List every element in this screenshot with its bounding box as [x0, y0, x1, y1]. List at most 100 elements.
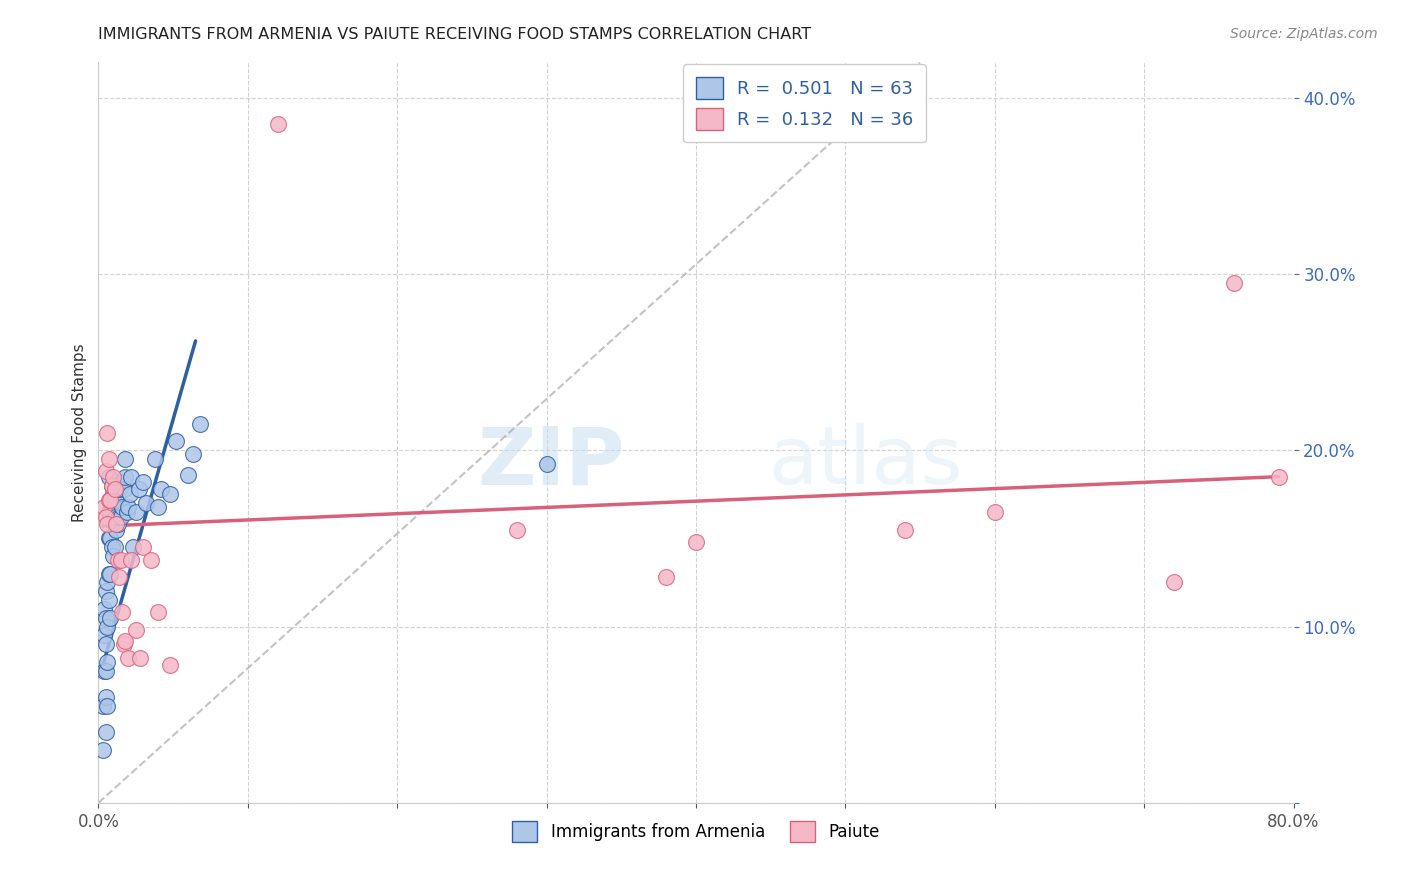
Point [188, 417, 211, 431]
Point [96, 425, 118, 440]
Point [103, 549, 125, 563]
Point [125, 623, 148, 637]
Point [97, 566, 120, 581]
Point [159, 658, 181, 673]
Point [105, 492, 128, 507]
Point [91, 698, 114, 713]
Point [94, 637, 117, 651]
Point [105, 517, 128, 532]
Point [94, 510, 117, 524]
Point [1267, 469, 1289, 483]
Point [97, 505, 120, 519]
Point [107, 487, 129, 501]
Point [143, 452, 166, 467]
Y-axis label: Receiving Food Stamps: Receiving Food Stamps [72, 343, 87, 522]
Point [132, 540, 155, 554]
Point [114, 469, 136, 483]
Point [104, 482, 127, 496]
Point [894, 523, 917, 537]
Point [125, 505, 148, 519]
Point [1223, 276, 1246, 290]
Point [103, 487, 125, 501]
Point [101, 478, 124, 492]
Point [101, 478, 124, 492]
Point [110, 510, 132, 524]
Point [98, 566, 122, 581]
Point [108, 510, 131, 524]
Legend: Immigrants from Armenia, Paiute: Immigrants from Armenia, Paiute [503, 813, 889, 850]
Point [94, 610, 117, 624]
Point [267, 117, 290, 131]
Point [135, 496, 157, 510]
Point [107, 517, 129, 532]
Point [91, 743, 114, 757]
Point [93, 664, 115, 678]
Point [111, 475, 134, 489]
Point [97, 593, 120, 607]
Point [181, 447, 204, 461]
Point [97, 469, 120, 483]
Point [1163, 575, 1185, 590]
Point [108, 482, 131, 496]
Point [94, 725, 117, 739]
Point [114, 452, 136, 467]
Point [96, 698, 118, 713]
Point [94, 664, 117, 678]
Point [104, 482, 127, 496]
Point [104, 540, 127, 554]
Text: IMMIGRANTS FROM ARMENIA VS PAIUTE RECEIVING FOOD STAMPS CORRELATION CHART: IMMIGRANTS FROM ARMENIA VS PAIUTE RECEIV… [98, 27, 811, 42]
Point [148, 500, 170, 514]
Point [108, 570, 131, 584]
Point [101, 514, 124, 528]
Point [98, 532, 122, 546]
Point [111, 606, 134, 620]
Point [97, 532, 120, 546]
Point [114, 633, 136, 648]
Point [165, 434, 187, 449]
Point [98, 492, 122, 507]
Point [97, 492, 120, 507]
Point [120, 552, 142, 566]
Point [111, 500, 134, 514]
Point [129, 651, 152, 665]
Point [984, 505, 1007, 519]
Point [94, 464, 117, 478]
Point [115, 505, 138, 519]
Point [117, 651, 139, 665]
Point [536, 458, 558, 472]
Point [104, 510, 127, 524]
Point [93, 628, 115, 642]
Point [121, 540, 143, 554]
Point [139, 552, 162, 566]
Text: Source: ZipAtlas.com: Source: ZipAtlas.com [1230, 27, 1378, 41]
Point [94, 584, 117, 599]
Point [685, 535, 707, 549]
Point [97, 452, 120, 467]
Point [110, 552, 132, 566]
Point [148, 606, 170, 620]
Point [120, 469, 142, 483]
Point [103, 514, 125, 528]
Point [98, 610, 122, 624]
Point [506, 523, 529, 537]
Point [132, 475, 155, 489]
Point [93, 602, 115, 616]
Point [105, 523, 128, 537]
Point [112, 482, 135, 496]
Point [101, 540, 124, 554]
Point [117, 500, 139, 514]
Point [150, 482, 173, 496]
Point [96, 517, 118, 532]
Point [96, 575, 118, 590]
Point [96, 655, 118, 669]
Point [103, 469, 125, 483]
Point [93, 500, 115, 514]
Point [128, 482, 150, 496]
Point [177, 467, 200, 482]
Point [159, 487, 181, 501]
Point [655, 570, 678, 584]
Text: ZIP: ZIP [477, 423, 624, 501]
Point [112, 637, 135, 651]
Point [96, 619, 118, 633]
Text: atlas: atlas [768, 423, 962, 501]
